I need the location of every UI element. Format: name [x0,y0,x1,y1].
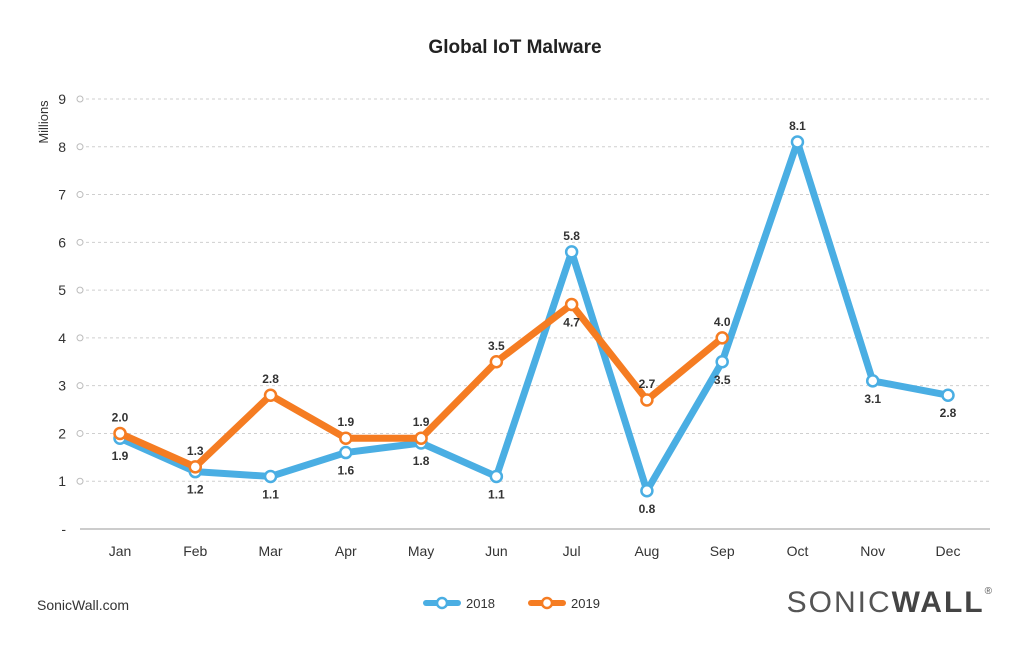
y-tick-label: 9 [58,91,66,107]
y-tick-marker [76,382,84,390]
legend-label-2019: 2019 [571,596,600,611]
data-label-2018: 1.2 [187,483,204,497]
x-tick-label: Jan [109,543,132,559]
y-tick-marker [76,238,84,246]
y-tick-marker [76,334,84,342]
data-point-2019 [113,426,127,441]
data-label-2018: 2.8 [940,406,957,420]
data-label-2018: 1.6 [337,464,354,478]
y-tick-label: 6 [58,234,66,250]
data-point-2018 [790,135,805,149]
data-label-2018: 0.8 [639,502,656,516]
data-label-2018: 1.8 [413,454,430,468]
y-tick-label: 8 [58,139,66,155]
data-point-2018 [263,469,278,484]
data-point-2018 [339,445,353,460]
data-point-2019 [489,355,504,369]
legend-marker-2018 [435,596,449,610]
data-label-2019: 2.7 [639,377,656,391]
y-tick-label: 4 [58,330,66,346]
y-tick-label: 5 [58,282,66,298]
x-tick-label: Mar [258,543,282,559]
data-label-2019: 1.3 [187,444,204,458]
data-label-2018: 8.1 [789,119,806,133]
data-label-2019: 2.8 [262,372,279,386]
data-point-2019 [564,297,579,312]
x-tick-label: Sep [710,543,735,559]
y-tick-label: 7 [58,187,66,203]
data-point-2019 [715,331,729,345]
data-label-2019: 4.0 [714,315,731,329]
y-tick-label: 3 [58,378,66,394]
series-line-2018 [116,138,952,495]
data-point-2018 [865,374,880,388]
data-point-2019 [188,460,203,474]
x-tick-label: Aug [634,543,659,559]
y-tick-marker [76,95,84,103]
data-label-2018: 1.1 [262,487,279,501]
y-tick-marker [76,286,84,294]
y-tick-label: 1 [58,473,66,489]
data-label-2019: 1.9 [337,415,354,429]
legend-label-2018: 2018 [466,596,495,611]
data-point-2019 [339,431,353,445]
x-tick-label: Apr [335,543,357,559]
data-point-2018 [640,484,654,498]
y-tick-label: - [61,521,66,537]
data-point-2019 [414,431,428,445]
x-tick-label: Dec [936,543,961,559]
data-point-2018 [715,355,729,369]
x-tick-label: Oct [787,543,809,559]
data-point-2018 [489,469,504,484]
x-tick-label: May [408,543,434,559]
data-point-2019 [640,393,654,407]
y-tick-marker [76,477,84,485]
y-axis-label: Millions [36,100,51,144]
x-tick-label: Jun [485,543,508,559]
data-label-2019: 2.0 [112,410,129,424]
data-label-2019: 1.9 [413,415,430,429]
sonicwall-logo: SONICWALL® [786,586,994,619]
x-tick-label: Feb [183,543,207,559]
y-tick-marker [76,191,84,199]
data-label-2019: 4.7 [563,315,580,329]
data-label-2018: 1.1 [488,487,505,501]
source-text: SonicWall.com [37,597,130,613]
data-point-2018 [564,245,579,259]
x-tick-label: Jul [563,543,581,559]
data-label-2018: 1.9 [112,449,129,463]
data-label-2019: 3.5 [488,339,505,353]
data-point-2019 [263,388,278,402]
y-tick-marker [76,429,84,437]
data-label-2018: 3.5 [714,373,731,387]
data-label-2018: 5.8 [563,229,580,243]
x-tick-label: Nov [860,543,885,559]
y-tick-label: 2 [58,425,66,441]
y-tick-marker [76,143,84,151]
data-point-2018 [941,388,955,402]
chart-title: Global IoT Malware [428,37,601,58]
legend-marker-2019 [540,596,554,610]
data-label-2018: 3.1 [864,392,881,406]
